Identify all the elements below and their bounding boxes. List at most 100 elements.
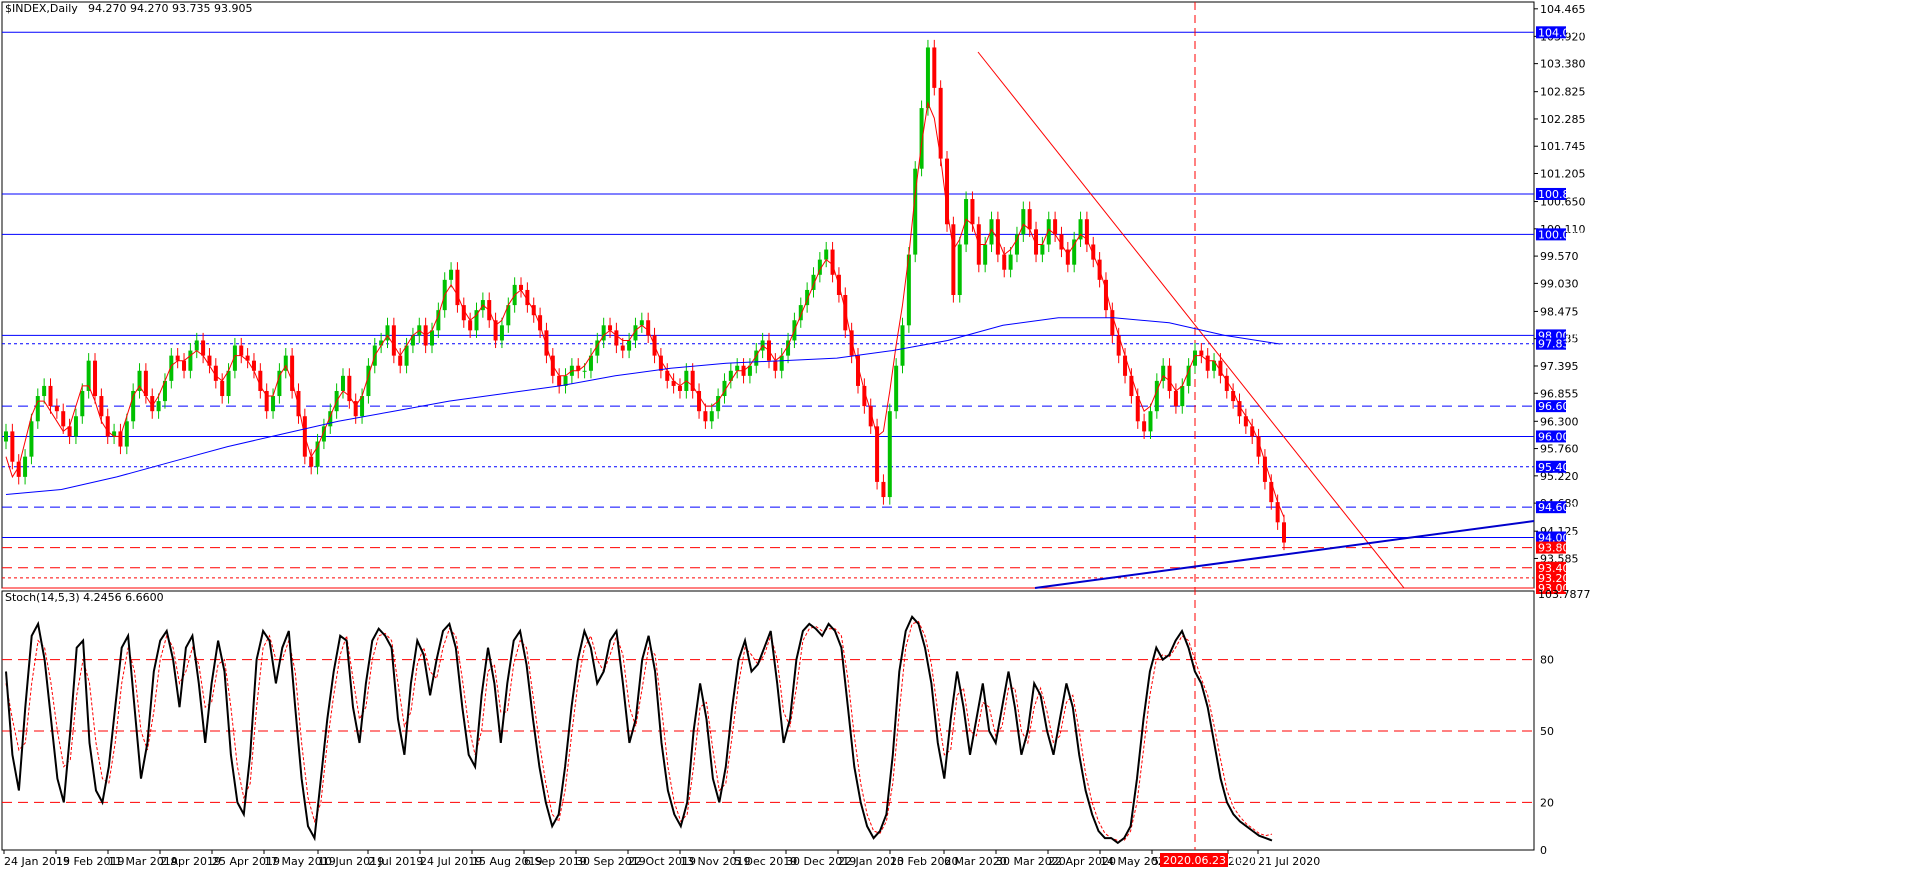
candle-body [80, 390, 85, 417]
candle-body [1269, 481, 1274, 503]
candle-body [296, 390, 301, 417]
candle-body [1053, 219, 1058, 235]
price-tick-label: 96.300 [1540, 415, 1579, 428]
candle-body [576, 365, 581, 371]
candle-body [582, 370, 587, 372]
time-label: 2020 [1228, 855, 1256, 868]
candle-body [1275, 502, 1280, 523]
candle-body [493, 320, 498, 341]
level-tag-bg [1536, 430, 1566, 443]
candle-body [557, 375, 562, 386]
candle-body [188, 350, 193, 371]
stoch-scale-top: 103.7877 [1538, 588, 1591, 601]
candle-body [1027, 209, 1032, 230]
candle-body [925, 47, 930, 109]
stoch-axis: 80 50 20 0 [1540, 654, 1554, 857]
candle-body [633, 325, 638, 341]
candle-body [1192, 350, 1197, 366]
candle-body [283, 355, 288, 371]
level-tag-label: 93.000 [1538, 582, 1577, 595]
level-tag-bg [1536, 187, 1566, 200]
candle-body [1173, 390, 1178, 407]
candle-body [614, 330, 619, 346]
level-tag-bg [1536, 561, 1566, 574]
candle-body [913, 168, 918, 255]
level-tag-label: 93.800 [1538, 542, 1577, 555]
candle-body [881, 481, 886, 498]
candle-body [430, 330, 434, 346]
candle-body [54, 406, 59, 412]
candle-body [620, 345, 625, 351]
stoch-level-label: 20 [1540, 796, 1554, 809]
ma-fast-line [5, 101, 1285, 518]
price-pane[interactable] [1, 1, 1535, 589]
candle-body [328, 411, 333, 427]
time-label: 5 [1152, 855, 1159, 868]
candle-body [1154, 380, 1159, 412]
candle-body [735, 365, 740, 371]
candle-body [779, 355, 784, 371]
level-tag-bg [1536, 571, 1566, 584]
candle-body [646, 320, 651, 336]
candle-body [1205, 355, 1210, 371]
candle-body [983, 244, 988, 265]
candle-body [1231, 390, 1236, 402]
candle-body [658, 355, 663, 371]
candle-body [722, 380, 727, 397]
candle-body [169, 355, 174, 381]
candle-body [226, 370, 231, 397]
candle-body [1218, 360, 1223, 376]
ascending-trendline[interactable] [1034, 520, 1535, 589]
candle-body [232, 345, 237, 371]
candle-body [798, 305, 803, 321]
candle-body [449, 269, 454, 280]
candle-body [754, 350, 759, 366]
level-tag-label: 93.200 [1538, 572, 1577, 585]
candle-body [1072, 239, 1077, 265]
candle-body [563, 375, 568, 386]
stochastic-oscillator [2, 614, 1534, 845]
horizontal-levels [2, 31, 1534, 589]
price-tick-label: 99.030 [1540, 277, 1579, 290]
stoch-pane[interactable] [1, 590, 1535, 851]
candle-body [608, 325, 613, 331]
candle-body [747, 365, 752, 376]
level-tag-bg [1536, 541, 1566, 554]
candle-body [1142, 421, 1147, 432]
candle-body [1212, 360, 1217, 371]
candle-body [906, 254, 911, 326]
candle-body [207, 355, 212, 366]
candle-body [1084, 219, 1089, 245]
candle-body [544, 330, 549, 356]
candle-body [156, 401, 161, 412]
candle-body [709, 411, 714, 422]
price-tick-label: 102.825 [1540, 86, 1586, 99]
price-tick-label: 99.570 [1540, 250, 1579, 263]
time-label: 2 Jul 2019 [368, 855, 423, 868]
candle-body [245, 355, 250, 361]
candle-body [989, 219, 994, 245]
candle-body [1161, 365, 1166, 381]
candle-body [887, 411, 892, 498]
candle-body [849, 330, 854, 356]
candle-body [251, 360, 256, 371]
level-tag-bg [1536, 337, 1566, 350]
candle-body [1103, 279, 1108, 311]
level-tag-bg [1536, 531, 1566, 544]
candle-body [945, 158, 950, 225]
candle-body [410, 335, 415, 346]
price-axis: 104.465103.920103.380102.825102.285101.7… [1534, 3, 1586, 565]
candle-body [309, 456, 314, 467]
candle-body [340, 375, 345, 391]
descending-trendline[interactable] [977, 51, 1405, 589]
candle-body [118, 431, 123, 447]
candle-body [690, 370, 695, 391]
candle-body [919, 108, 924, 169]
price-tick-label: 103.380 [1540, 58, 1586, 71]
candle-body [258, 370, 263, 391]
candle-body [315, 441, 320, 467]
candle-body [10, 431, 15, 462]
candle-body [1167, 365, 1172, 391]
candle-body [290, 355, 295, 391]
